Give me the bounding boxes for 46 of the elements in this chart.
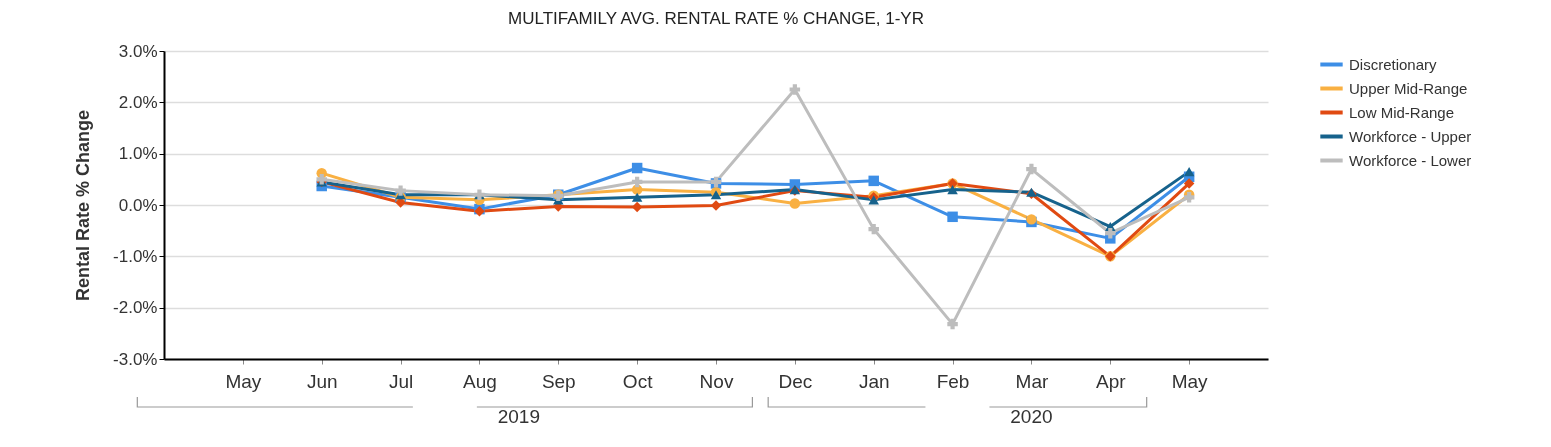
- y-tick-label: 0.0%: [118, 195, 158, 215]
- y-tick-label: -3.0%: [113, 349, 158, 369]
- point: [631, 162, 643, 174]
- point: [710, 200, 722, 211]
- point: [1105, 227, 1116, 239]
- point: [1183, 167, 1195, 177]
- point: [1183, 178, 1195, 189]
- x-tick-label: Apr: [1096, 370, 1127, 392]
- point: [947, 211, 958, 223]
- x-tick-label: Nov: [699, 370, 734, 392]
- point: [947, 318, 958, 330]
- y-tick-label: 3.0%: [118, 41, 158, 61]
- x-tick-label: Feb: [936, 370, 970, 392]
- y-tick-label: 2.0%: [118, 92, 158, 112]
- chart-title: MULTIFAMILY AVG. RENTAL RATE % CHANGE, 1-YR: [508, 9, 924, 28]
- legend-label: Upper Mid-Range: [1349, 79, 1468, 97]
- point: [631, 176, 643, 188]
- x-tick-label: Aug: [463, 370, 497, 392]
- point: [789, 198, 801, 209]
- y-tick-label: -1.0%: [113, 246, 158, 266]
- text: 2019: [497, 406, 540, 427]
- x-tick-label: Jul: [388, 370, 414, 392]
- point: [710, 190, 722, 200]
- x-tick-label: Dec: [778, 370, 813, 392]
- legend-label: Workforce - Lower: [1349, 151, 1472, 169]
- y-axis-title: Rental Rate % Change: [73, 109, 94, 302]
- y-tick-label: 1.0%: [118, 144, 158, 164]
- point: [631, 192, 643, 202]
- legend-label: Low Mid-Range: [1349, 103, 1455, 121]
- point: [868, 175, 879, 187]
- x-tick-label: Jun: [306, 370, 338, 392]
- legend-label: Discretionary: [1349, 55, 1438, 73]
- point: [395, 185, 406, 196]
- point: [789, 84, 801, 95]
- point: [947, 185, 958, 195]
- point: [1026, 163, 1037, 175]
- x-tick-label: Mar: [1015, 370, 1049, 392]
- point: [868, 223, 879, 235]
- x-tick-label: Jan: [858, 370, 890, 392]
- x-tick-label: Sep: [541, 370, 576, 392]
- y-tick-label: -2.0%: [113, 298, 158, 318]
- legend-label: Workforce - Upper: [1349, 127, 1472, 145]
- x-tick-label: May: [225, 370, 262, 392]
- text: 2020: [1010, 406, 1053, 427]
- x-tick-label: May: [1171, 370, 1209, 392]
- x-tick-label: Oct: [622, 370, 654, 392]
